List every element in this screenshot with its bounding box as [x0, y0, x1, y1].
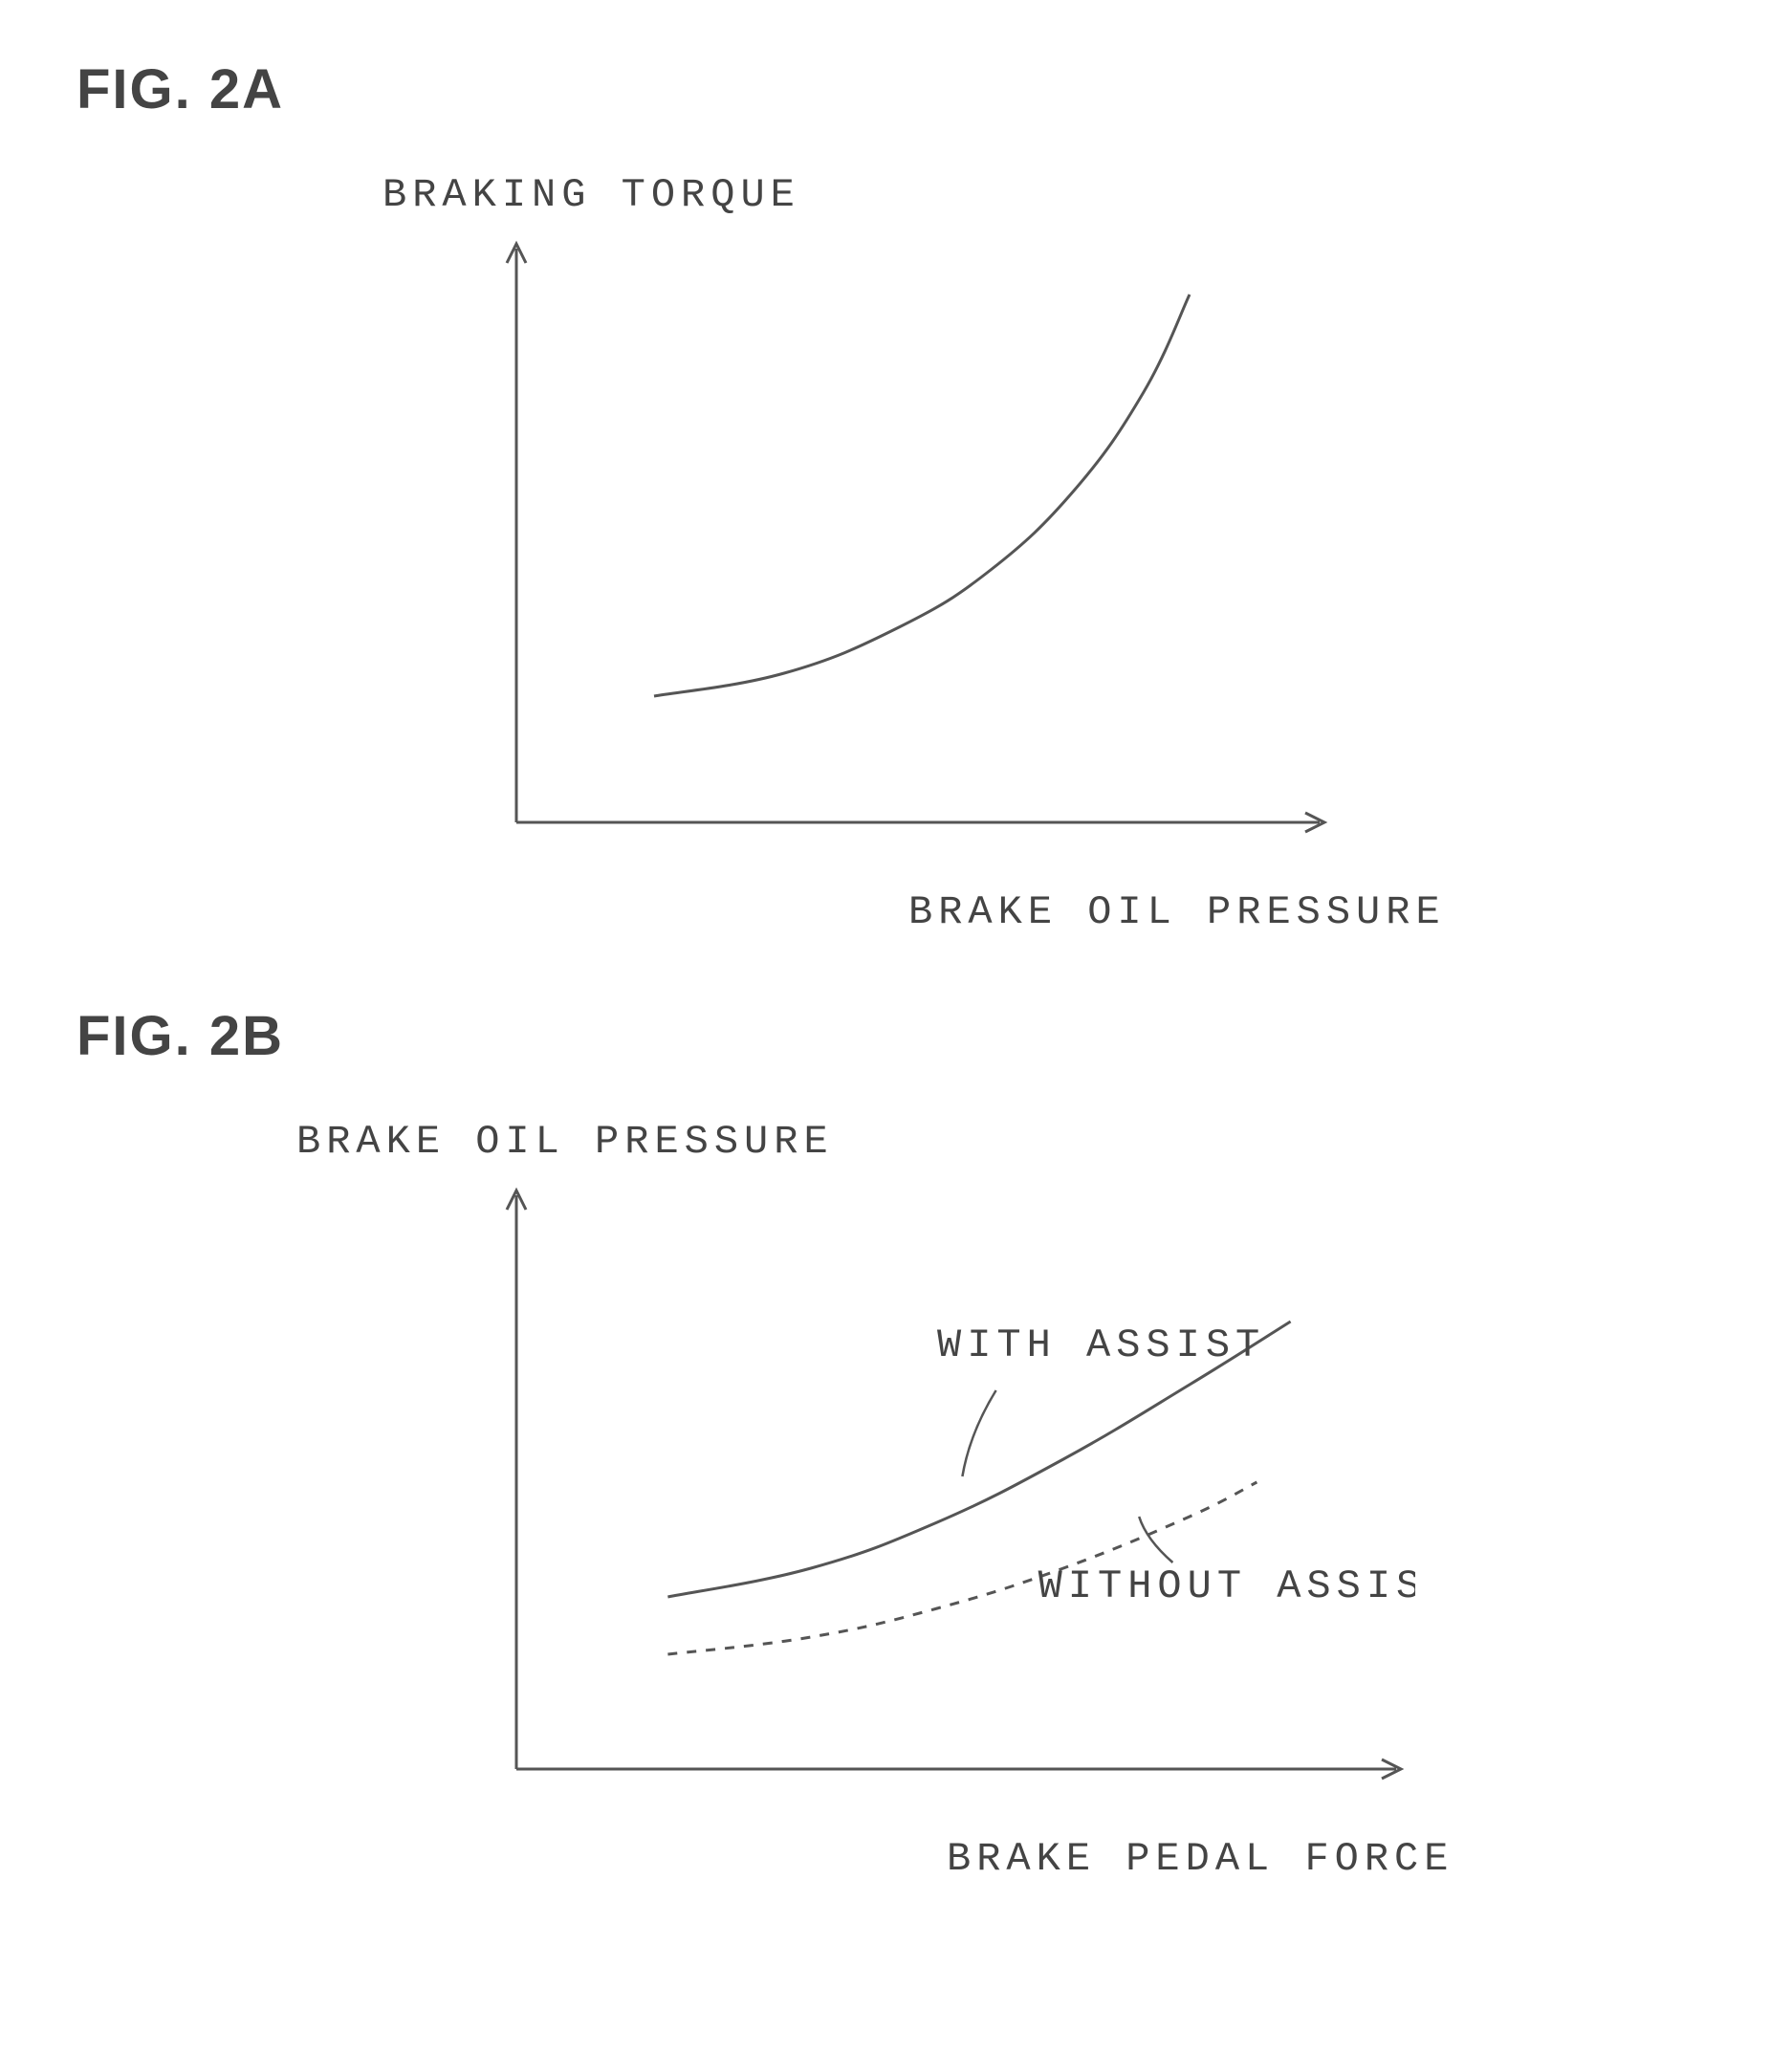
fig-b-svg: WITH ASSIST WITHOUT ASSIST — [478, 1176, 1415, 1807]
page: FIG. 2A BRAKING TORQUE BRAKE OIL PRESSUR… — [76, 57, 1716, 1997]
leader-line — [1139, 1517, 1172, 1562]
fig-b-x-label: BRAKE PEDAL FORCE — [947, 1836, 1453, 1882]
fig-b-title: FIG. 2B — [76, 1004, 284, 1068]
fig-a-curve — [654, 295, 1190, 696]
fig-a-chart — [478, 229, 1339, 861]
fig-a-svg — [478, 229, 1339, 861]
with-assist-label: WITH ASSIST — [937, 1322, 1265, 1368]
leader-line — [962, 1390, 995, 1476]
fig-a-x-label: BRAKE OIL PRESSURE — [908, 889, 1446, 935]
fig-b-y-label: BRAKE OIL PRESSURE — [296, 1119, 834, 1165]
without-assist-label: WITHOUT ASSIST — [1038, 1563, 1415, 1609]
fig-b-chart: WITH ASSIST WITHOUT ASSIST — [478, 1176, 1415, 1807]
fig-a-title: FIG. 2A — [76, 57, 284, 121]
fig-a-y-label: BRAKING TORQUE — [382, 172, 800, 218]
